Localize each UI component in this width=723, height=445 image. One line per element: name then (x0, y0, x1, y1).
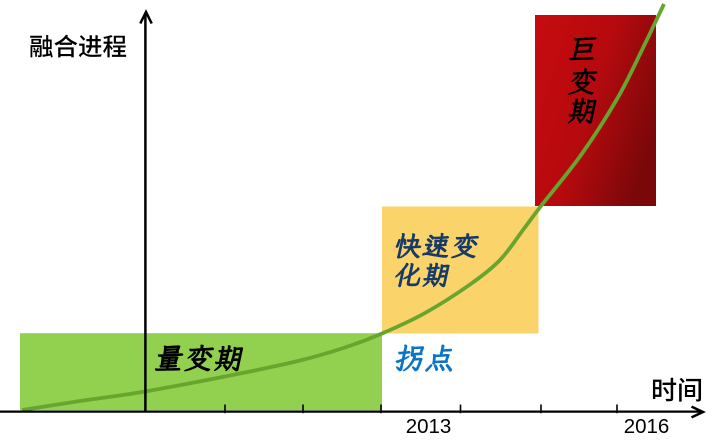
svg-text:2013: 2013 (406, 415, 452, 438)
svg-text:2016: 2016 (624, 415, 670, 438)
